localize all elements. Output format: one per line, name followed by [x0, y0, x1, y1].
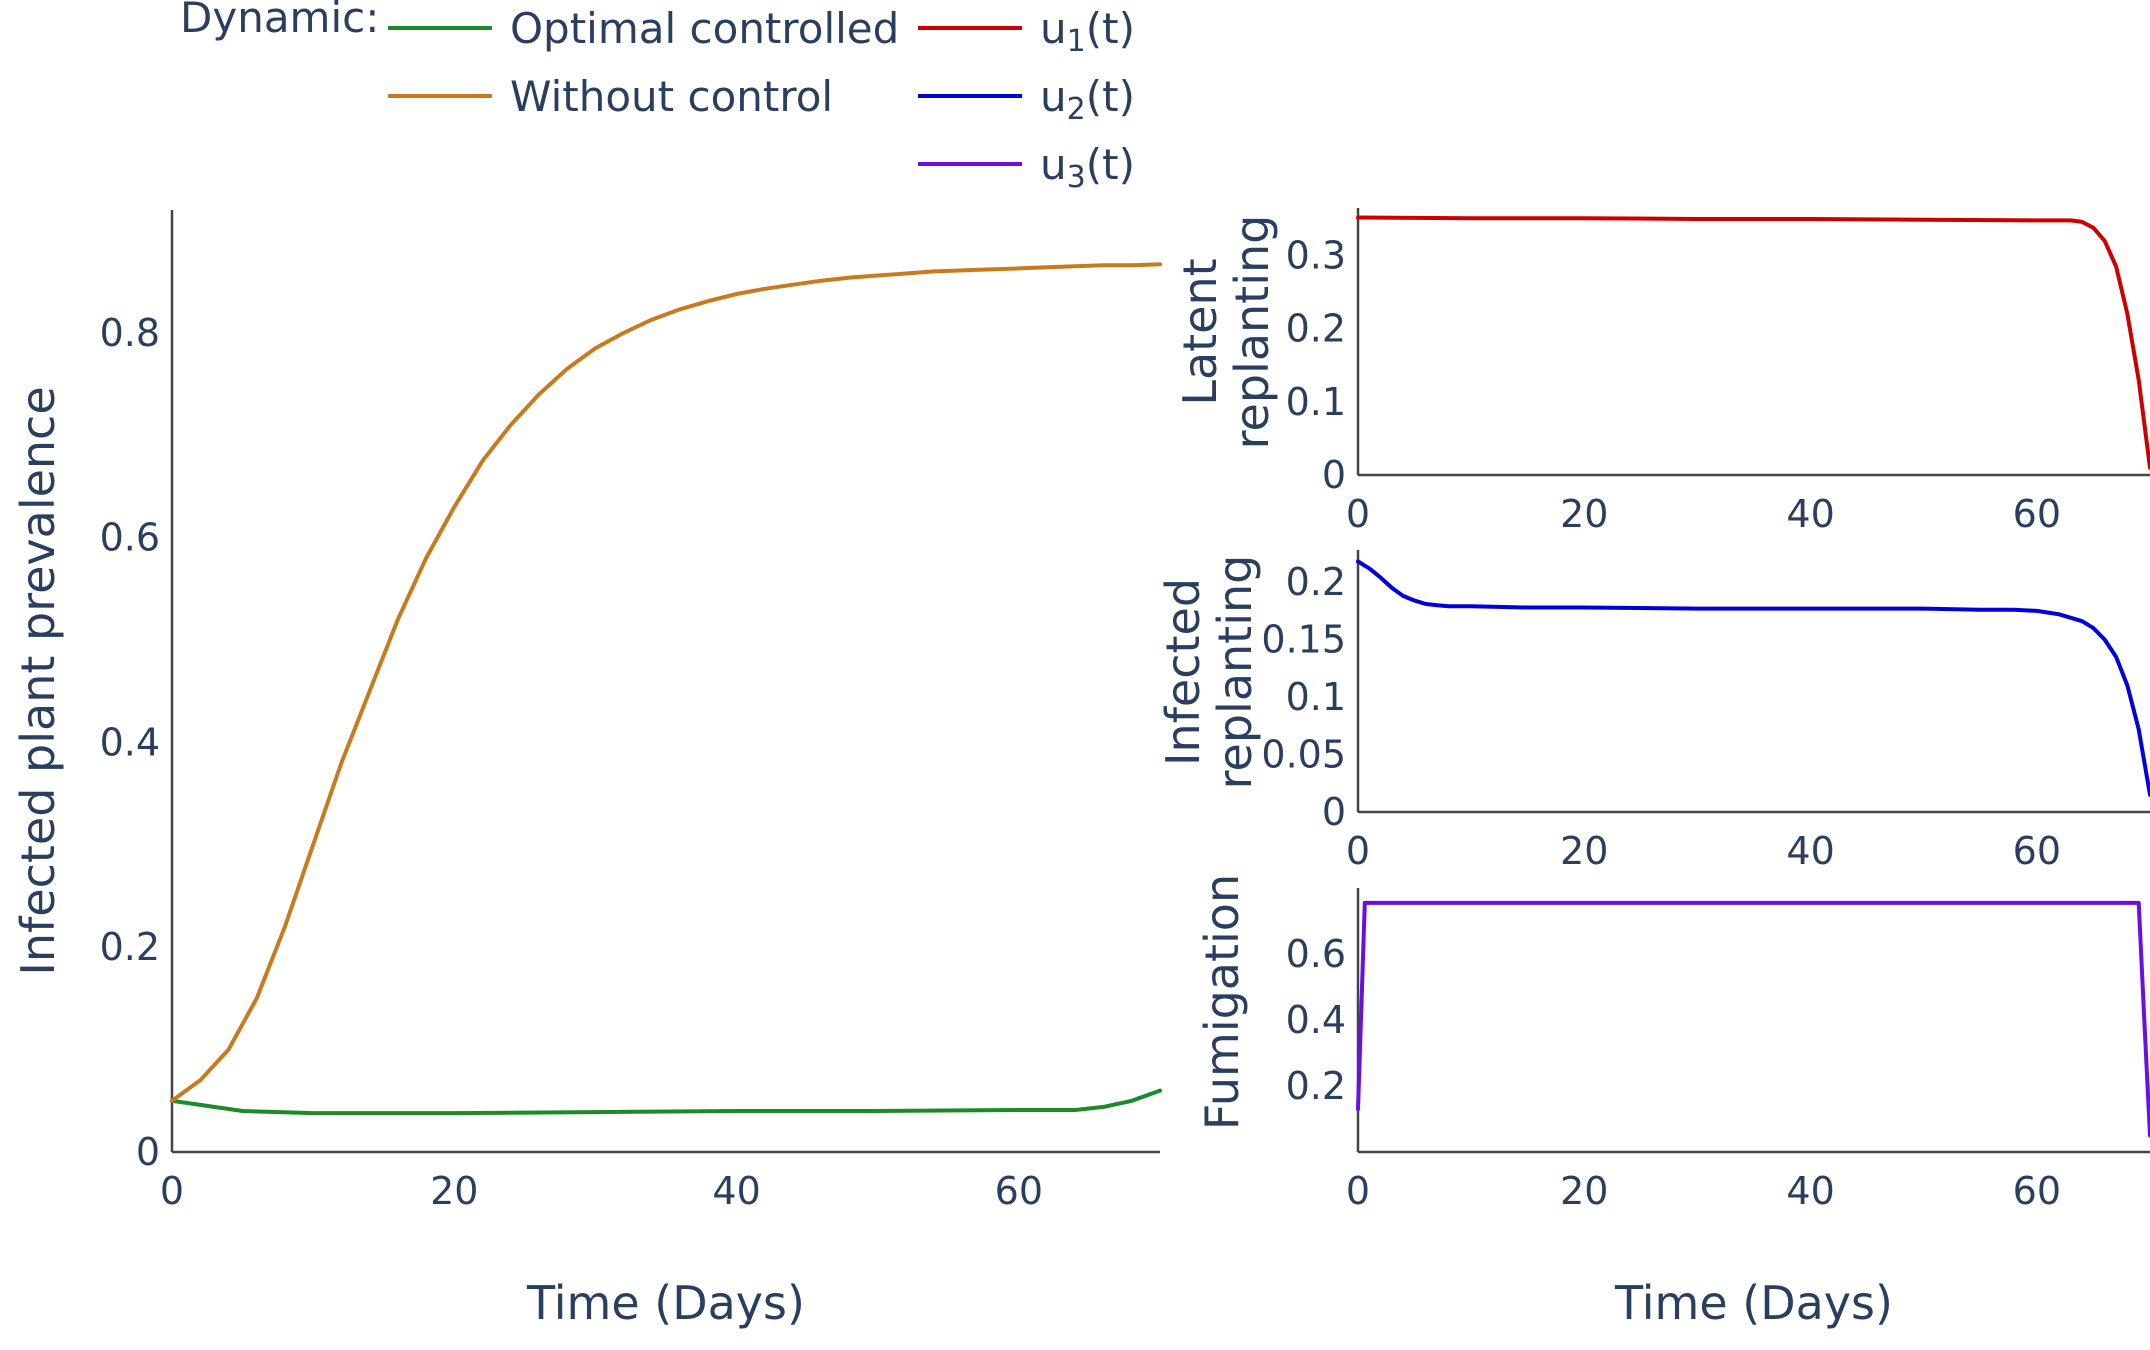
y-tick-label: 0.2: [1286, 1064, 1346, 1108]
legend-label: u3(t): [1040, 140, 1135, 195]
y-axis-title: Fumigation: [1195, 874, 1249, 1130]
legend-label-suffix: (t): [1086, 4, 1135, 53]
series-line-optimal-controlled: [170, 1088, 1162, 1116]
legend-item: u3(t): [918, 140, 1135, 195]
y-tick-label: 0.4: [100, 720, 160, 764]
y-tick-label: 0.1: [1286, 380, 1346, 424]
legend-label-subscript: 1: [1067, 24, 1086, 59]
legend-item: u1(t): [918, 4, 1135, 59]
y-axis-title-line: Latent: [1173, 258, 1227, 405]
legend-item: Optimal controlled: [388, 4, 899, 53]
legend-item: Without control: [388, 72, 833, 121]
plot-u2: 0 0.05 0.1 0.15 0.2 0 20 40 60 Infectedreplanting: [1156, 550, 2150, 873]
x-tick-label: 0: [1346, 829, 1370, 873]
y-axis-title-line: Fumigation: [1195, 874, 1249, 1130]
x-tick-label: 20: [1560, 492, 1608, 536]
y-tick-label: 0.6: [100, 516, 160, 560]
series-line-u1-t-: [1356, 215, 2150, 470]
y-tick-label: 0.2: [1286, 560, 1346, 604]
x-tick-label: 0: [160, 1169, 184, 1213]
y-tick-label: 0: [1322, 790, 1346, 834]
y-axis-title-line: replanting: [1225, 215, 1279, 450]
y-axis-title-line: Infected: [1156, 578, 1210, 766]
y-tick-label: 0.15: [1261, 618, 1346, 662]
legend-label-suffix: (t): [1086, 140, 1135, 189]
legend-label-base: u: [1040, 4, 1067, 53]
legend-label-subscript: 2: [1067, 92, 1086, 127]
series-line-without-control: [170, 262, 1162, 1103]
legend-label: u1(t): [1040, 4, 1135, 59]
y-tick-label: 0.05: [1261, 733, 1346, 777]
y-axis-title: Infected plant prevalence: [11, 386, 65, 975]
x-tick-label: 40: [1786, 1169, 1834, 1213]
y-tick-label: 0.8: [100, 311, 160, 355]
x-axis-title: Time (Days): [526, 1276, 805, 1330]
x-tick-label: 40: [1786, 829, 1834, 873]
y-tick-label: 0.1: [1286, 675, 1346, 719]
x-tick-label: 60: [2013, 1169, 2061, 1213]
x-tick-label: 20: [1560, 1169, 1608, 1213]
series-line-u3-t-: [1356, 900, 2150, 1138]
x-tick-label: 0: [1346, 492, 1370, 536]
legend-label-base: u: [1040, 140, 1067, 189]
legend: Dynamic: Optimal controlled Without contro…: [180, 0, 1135, 195]
legend-label-subscript: 3: [1067, 160, 1086, 195]
x-tick-label: 20: [1560, 829, 1608, 873]
plot-main: 0 0.2 0.4 0.6 0.8 0 20 40 60 Infected plant preva…: [11, 210, 1162, 1330]
y-axis-title: Infectedreplanting: [1156, 555, 1262, 790]
legend-item: u2(t): [918, 72, 1135, 127]
x-tick-label: 40: [712, 1169, 760, 1213]
y-axis-title: Latentreplanting: [1173, 215, 1279, 450]
y-tick-label: 0: [136, 1130, 160, 1174]
legend-label-base: u: [1040, 72, 1067, 121]
y-axis-title-line: Infected plant prevalence: [11, 386, 65, 975]
legend-label: Without control: [510, 72, 833, 121]
x-tick-label: 60: [2013, 492, 2061, 536]
y-axis-title-line: replanting: [1208, 555, 1262, 790]
plot-u1: 0 0.1 0.2 0.3 0 20 40 60 Latentreplanting: [1173, 208, 2150, 536]
legend-label: Optimal controlled: [510, 4, 899, 53]
y-tick-label: 0.3: [1286, 234, 1346, 278]
legend-label: u2(t): [1040, 72, 1135, 127]
x-tick-label: 60: [995, 1169, 1043, 1213]
series-line-u2-t-: [1356, 559, 2150, 797]
y-tick-label: 0.4: [1286, 998, 1346, 1042]
x-tick-label: 60: [2013, 829, 2061, 873]
legend-label-suffix: (t): [1086, 72, 1135, 121]
plot-u3: 0.2 0.4 0.6 0 20 40 60 Fumigation Time (Days): [1195, 874, 2150, 1330]
x-tick-label: 20: [430, 1169, 478, 1213]
legend-title: Dynamic:: [180, 0, 379, 42]
y-tick-label: 0.2: [100, 925, 160, 969]
y-tick-label: 0.2: [1286, 307, 1346, 351]
x-tick-label: 0: [1346, 1169, 1370, 1213]
x-tick-label: 40: [1786, 492, 1834, 536]
y-tick-label: 0: [1322, 453, 1346, 497]
x-axis-title: Time (Days): [1614, 1276, 1893, 1330]
y-tick-label: 0.6: [1286, 932, 1346, 976]
